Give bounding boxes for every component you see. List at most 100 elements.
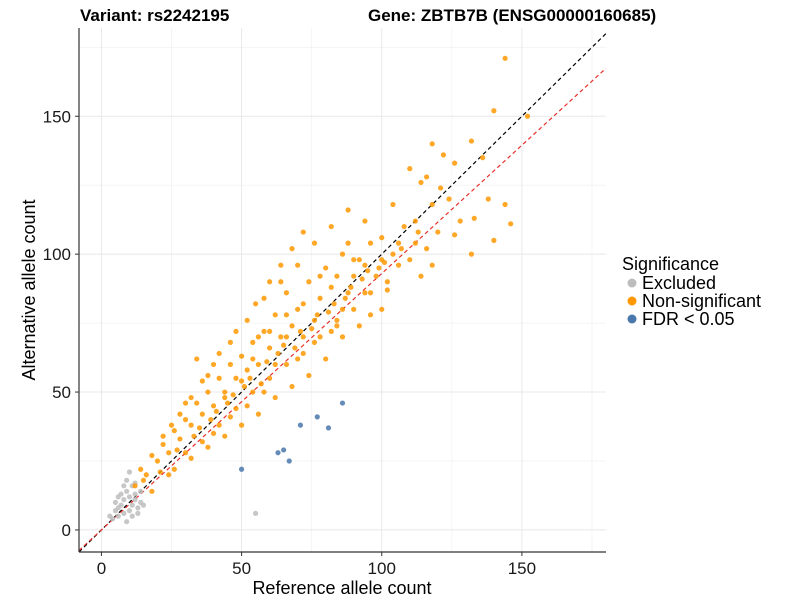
data-point: [281, 342, 287, 348]
data-point: [339, 400, 346, 406]
data-point: [177, 436, 183, 442]
data-point: [418, 273, 424, 279]
data-point: [140, 502, 147, 508]
data-point: [325, 425, 332, 431]
data-point: [264, 359, 270, 365]
data-point: [491, 237, 497, 243]
data-point: [138, 466, 144, 472]
data-point: [300, 334, 306, 340]
legend-swatch-fdr: [627, 314, 637, 324]
data-point: [244, 403, 250, 409]
data-point: [283, 361, 290, 368]
data-point: [255, 411, 262, 417]
data-point: [238, 353, 245, 359]
data-point: [160, 433, 166, 439]
reference-line-identity: [78, 33, 607, 553]
data-point: [157, 469, 163, 475]
data-point: [171, 428, 177, 434]
data-point: [275, 350, 281, 357]
data-point: [440, 152, 447, 158]
legend-label-nonsig: Non-significant: [642, 291, 761, 311]
reference-lines: [78, 33, 607, 553]
data-point: [351, 257, 357, 263]
data-point: [238, 378, 245, 384]
data-point: [457, 218, 463, 224]
data-point: [188, 394, 194, 401]
data-point: [205, 372, 211, 379]
data-point: [412, 218, 418, 224]
data-point: [334, 323, 340, 329]
data-point: [230, 392, 236, 398]
data-point: [194, 356, 200, 362]
data-point: [480, 155, 486, 161]
data-point: [345, 207, 351, 213]
variant-title: Variant: rs2242195: [80, 6, 229, 25]
data-point: [356, 323, 362, 329]
data-point: [222, 389, 228, 395]
legend-label-excluded: Excluded: [642, 273, 716, 293]
data-point: [267, 328, 273, 334]
data-point: [295, 306, 301, 312]
data-point: [342, 295, 348, 301]
data-point: [194, 400, 200, 406]
legend-swatch-excluded: [627, 278, 637, 288]
data-point: [216, 350, 222, 357]
data-point: [227, 339, 233, 345]
data-point: [210, 430, 217, 437]
data-point: [196, 425, 203, 431]
data-point: [255, 334, 262, 340]
data-point: [261, 389, 267, 395]
data-point: [261, 328, 267, 334]
data-point: [438, 185, 444, 191]
data-point: [367, 312, 374, 318]
data-point: [328, 284, 334, 290]
data-point: [272, 312, 278, 318]
data-point: [491, 108, 497, 114]
data-point: [508, 221, 514, 227]
data-point: [345, 290, 351, 296]
data-point: [295, 262, 301, 268]
legend-label-fdr: FDR < 0.05: [642, 309, 735, 329]
data-point: [362, 290, 368, 296]
data-point: [334, 273, 340, 279]
data-point: [502, 201, 508, 208]
data-point: [140, 477, 147, 483]
data-point: [121, 483, 127, 489]
data-point: [323, 265, 329, 271]
data-point: [160, 441, 166, 448]
data-point: [289, 383, 295, 390]
data-point: [205, 389, 211, 395]
data-point: [166, 472, 172, 478]
data-point: [339, 334, 346, 340]
data-point: [115, 494, 121, 500]
legend-title: Significance: [622, 254, 719, 274]
data-point: [356, 257, 362, 263]
data-point: [367, 240, 374, 246]
data-point: [241, 383, 247, 390]
data-point: [154, 458, 161, 464]
data-point: [395, 240, 402, 246]
data-point: [401, 223, 407, 230]
data-point: [384, 287, 390, 293]
data-point: [253, 510, 259, 516]
grid-lines: [79, 28, 606, 552]
data-point: [362, 262, 368, 268]
data-point: [412, 240, 418, 246]
data-point: [292, 345, 298, 351]
data-point: [233, 328, 239, 334]
data-point: [390, 251, 396, 257]
data-point: [452, 232, 458, 238]
data-point: [289, 323, 295, 329]
data-point: [177, 411, 183, 417]
data-point: [129, 513, 135, 519]
data-point: [126, 508, 133, 514]
x-tick-label: 150: [508, 559, 536, 578]
data-point: [115, 513, 121, 519]
data-point: [250, 389, 256, 395]
data-point: [429, 262, 435, 268]
data-point: [423, 246, 430, 252]
data-point: [126, 494, 133, 500]
data-point: [407, 166, 413, 172]
data-point: [233, 375, 239, 381]
data-point: [379, 306, 385, 312]
